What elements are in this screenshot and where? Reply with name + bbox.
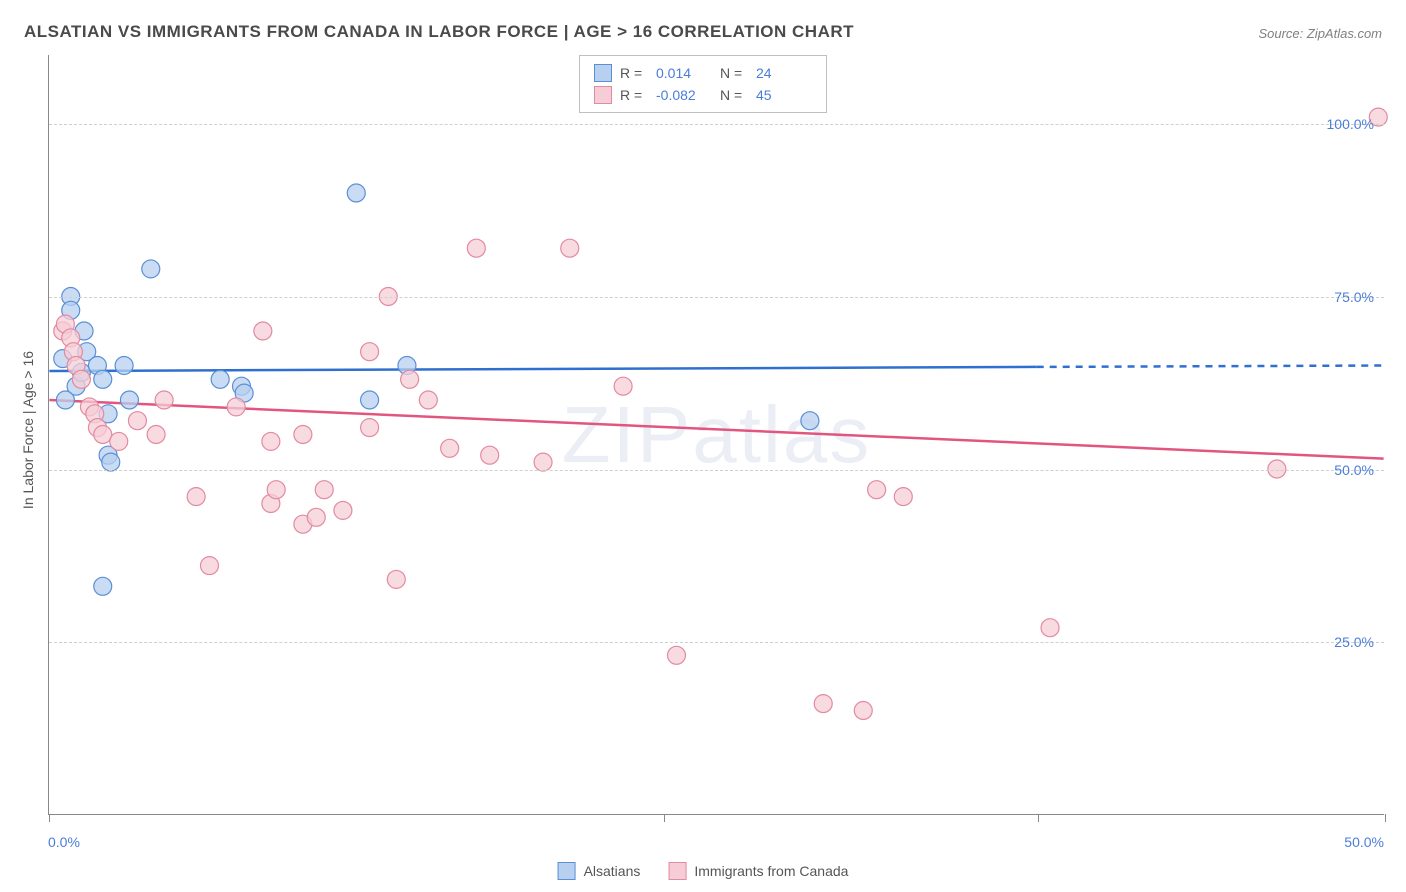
data-point xyxy=(387,570,405,588)
swatch-alsatians xyxy=(594,64,612,82)
data-point xyxy=(262,432,280,450)
data-point xyxy=(155,391,173,409)
data-point xyxy=(142,260,160,278)
gridline xyxy=(49,642,1384,643)
gridline xyxy=(49,297,1384,298)
data-point xyxy=(361,419,379,437)
data-point xyxy=(467,239,485,257)
legend-row-alsatians: R = 0.014 N = 24 xyxy=(594,62,812,84)
data-point xyxy=(347,184,365,202)
regression-line xyxy=(49,367,1036,371)
correlation-legend: R = 0.014 N = 24 R = -0.082 N = 45 xyxy=(579,55,827,113)
gridline xyxy=(49,470,1384,471)
data-point xyxy=(267,481,285,499)
data-point xyxy=(614,377,632,395)
data-point xyxy=(200,557,218,575)
data-point xyxy=(534,453,552,471)
n-value-canada: 45 xyxy=(756,84,812,106)
r-value-alsatians: 0.014 xyxy=(656,62,712,84)
data-point xyxy=(294,426,312,444)
legend-item-alsatians: Alsatians xyxy=(558,862,641,880)
data-point xyxy=(481,446,499,464)
n-label: N = xyxy=(720,62,748,84)
data-point xyxy=(211,370,229,388)
y-tick-label: 25.0% xyxy=(1334,634,1374,650)
data-point xyxy=(94,426,112,444)
data-point xyxy=(120,391,138,409)
data-point xyxy=(56,391,74,409)
x-tick-mark xyxy=(1038,814,1039,822)
n-label: N = xyxy=(720,84,748,106)
n-value-alsatians: 24 xyxy=(756,62,812,84)
regression-line-dashed xyxy=(1037,366,1384,367)
x-tick-mark xyxy=(664,814,665,822)
data-point xyxy=(854,702,872,720)
data-point xyxy=(894,488,912,506)
source-label: Source: ZipAtlas.com xyxy=(1258,26,1382,41)
r-label: R = xyxy=(620,84,648,106)
r-value-canada: -0.082 xyxy=(656,84,712,106)
y-tick-label: 50.0% xyxy=(1334,462,1374,478)
swatch-canada-icon xyxy=(668,862,686,880)
x-tick-mark xyxy=(1385,814,1386,822)
y-axis-label: In Labor Force | Age > 16 xyxy=(20,351,36,509)
x-tick-mark xyxy=(49,814,50,822)
data-point xyxy=(147,426,165,444)
data-point xyxy=(187,488,205,506)
chart-plot-area: ZIPatlas 25.0%50.0%75.0%100.0% xyxy=(48,55,1384,815)
data-point xyxy=(334,501,352,519)
data-point xyxy=(361,343,379,361)
legend-label-canada: Immigrants from Canada xyxy=(694,863,848,879)
data-point xyxy=(419,391,437,409)
regression-line xyxy=(49,400,1383,459)
series-legend: Alsatians Immigrants from Canada xyxy=(558,862,849,880)
data-point xyxy=(128,412,146,430)
data-point xyxy=(667,646,685,664)
gridline xyxy=(49,124,1384,125)
data-point xyxy=(868,481,886,499)
data-point xyxy=(315,481,333,499)
legend-label-alsatians: Alsatians xyxy=(584,863,641,879)
data-point xyxy=(94,370,112,388)
x-label-right: 50.0% xyxy=(1344,834,1384,850)
data-point xyxy=(307,508,325,526)
data-point xyxy=(115,357,133,375)
data-point xyxy=(561,239,579,257)
data-point xyxy=(102,453,120,471)
x-label-left: 0.0% xyxy=(48,834,80,850)
data-point xyxy=(801,412,819,430)
swatch-canada xyxy=(594,86,612,104)
data-point xyxy=(227,398,245,416)
data-point xyxy=(401,370,419,388)
scatter-svg xyxy=(49,55,1384,814)
legend-row-canada: R = -0.082 N = 45 xyxy=(594,84,812,106)
swatch-alsatians-icon xyxy=(558,862,576,880)
data-point xyxy=(441,439,459,457)
y-tick-label: 100.0% xyxy=(1327,116,1374,132)
data-point xyxy=(94,577,112,595)
data-point xyxy=(254,322,272,340)
data-point xyxy=(814,695,832,713)
r-label: R = xyxy=(620,62,648,84)
data-point xyxy=(110,432,128,450)
chart-title: ALSATIAN VS IMMIGRANTS FROM CANADA IN LA… xyxy=(24,22,854,42)
data-point xyxy=(72,370,90,388)
legend-item-canada: Immigrants from Canada xyxy=(668,862,848,880)
y-tick-label: 75.0% xyxy=(1334,289,1374,305)
data-point xyxy=(361,391,379,409)
data-point xyxy=(1041,619,1059,637)
